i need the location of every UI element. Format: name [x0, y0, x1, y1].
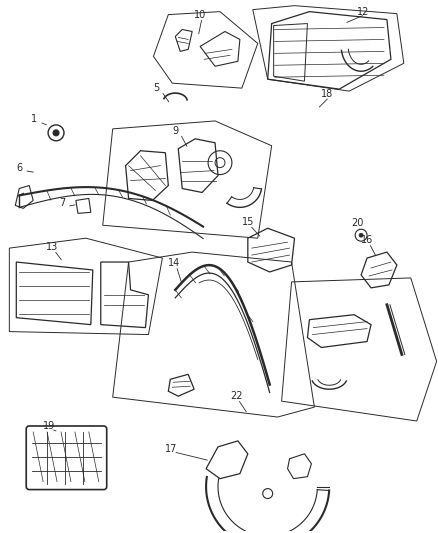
- Text: 10: 10: [194, 10, 206, 20]
- Text: 13: 13: [46, 242, 58, 252]
- Text: 16: 16: [360, 235, 372, 245]
- Text: 22: 22: [230, 391, 242, 401]
- Text: 17: 17: [165, 444, 177, 454]
- Text: 12: 12: [356, 6, 369, 17]
- Circle shape: [358, 233, 362, 237]
- Text: 5: 5: [153, 83, 159, 93]
- Text: 1: 1: [31, 114, 37, 124]
- Text: 9: 9: [172, 126, 178, 136]
- Text: 18: 18: [321, 89, 333, 99]
- Text: 14: 14: [168, 258, 180, 268]
- Text: 19: 19: [43, 421, 55, 431]
- Text: 20: 20: [350, 219, 363, 228]
- Text: 7: 7: [59, 198, 65, 208]
- Text: 6: 6: [16, 163, 22, 173]
- Circle shape: [53, 130, 59, 136]
- Text: 15: 15: [241, 217, 254, 227]
